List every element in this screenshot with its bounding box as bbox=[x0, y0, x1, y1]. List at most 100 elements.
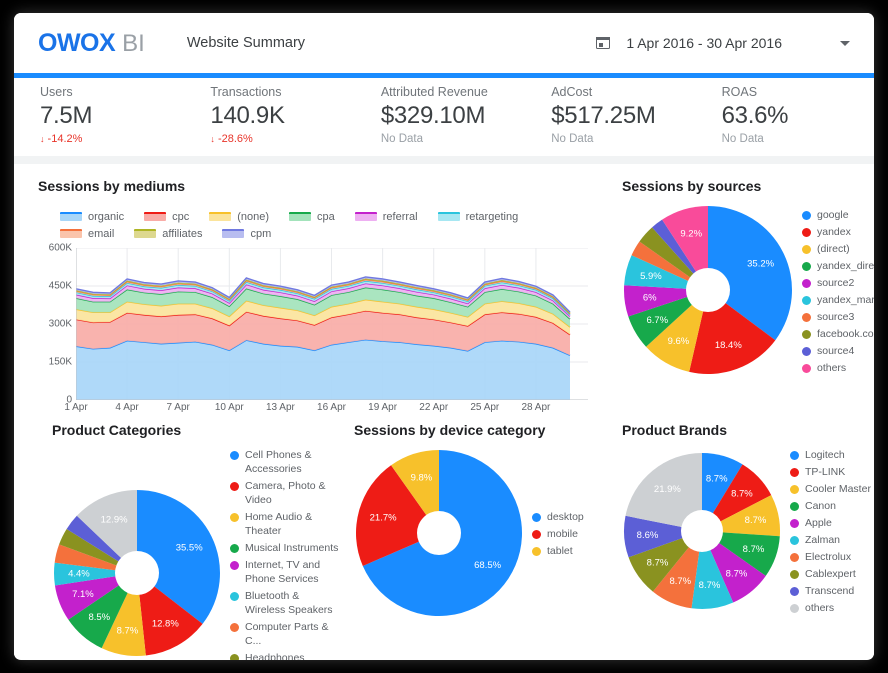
pie-slice[interactable] bbox=[66, 515, 137, 573]
legend-item[interactable]: retargeting bbox=[437, 208, 518, 225]
pie-slice[interactable] bbox=[639, 227, 708, 290]
legend-item[interactable]: source3 bbox=[802, 310, 874, 324]
pie-slice[interactable] bbox=[54, 572, 137, 620]
legend-item[interactable]: google bbox=[802, 208, 874, 222]
legend-item[interactable]: Zalman bbox=[790, 533, 871, 547]
legend-item[interactable]: tablet bbox=[532, 544, 584, 558]
pie-slice[interactable] bbox=[652, 219, 708, 290]
legend-item[interactable]: Cell Phones & Accessories bbox=[230, 448, 342, 476]
legend-item[interactable]: Bluetooth & Wireless Speakers bbox=[230, 589, 342, 617]
pie-slice[interactable] bbox=[702, 530, 780, 576]
legend-sessions-by-sources[interactable]: google yandex (direct) yandex_direct source2… bbox=[802, 208, 874, 378]
legend-item[interactable]: Electrolux bbox=[790, 550, 871, 564]
pie-chart-product-categories[interactable]: 35.5% 12.8% 8.7% 8.5% 7.1% 4.4% 12.9% bbox=[52, 488, 222, 661]
pie-slice[interactable] bbox=[391, 450, 439, 533]
legend-color-dot bbox=[790, 536, 799, 545]
area-chart-plot[interactable] bbox=[75, 247, 588, 401]
pie-slice[interactable] bbox=[631, 241, 708, 290]
legend-item[interactable]: Musical Instruments bbox=[230, 541, 342, 555]
legend-item[interactable]: (none) bbox=[209, 208, 269, 225]
legend-item[interactable]: Home Audio & Theater bbox=[230, 510, 342, 538]
legend-item-label: Logitech bbox=[805, 449, 845, 461]
pie-slice[interactable] bbox=[628, 290, 708, 347]
legend-item[interactable]: Internet, TV and Phone Services bbox=[230, 558, 342, 586]
legend-color-dot bbox=[802, 244, 811, 254]
legend-item[interactable]: cpa bbox=[289, 208, 335, 225]
legend-item[interactable]: Cablexpert bbox=[790, 567, 871, 581]
legend-item-label: Cablexpert bbox=[805, 568, 856, 580]
pie-slice[interactable] bbox=[624, 515, 702, 557]
legend-item[interactable]: Transcend bbox=[790, 584, 871, 598]
pie-slice[interactable] bbox=[702, 463, 772, 531]
legend-item[interactable]: yandex bbox=[802, 225, 874, 239]
legend-item[interactable]: cpc bbox=[144, 208, 189, 225]
legend-item[interactable]: affiliates bbox=[134, 225, 202, 242]
legend-item[interactable]: desktop bbox=[532, 510, 584, 524]
pie-slice[interactable] bbox=[662, 206, 708, 290]
legend-item[interactable]: Apple bbox=[790, 516, 871, 530]
kpi-nodata-text: No Data bbox=[380, 133, 423, 145]
legend-sessions-by-device[interactable]: desktop mobile tablet bbox=[532, 510, 584, 561]
pie-slice[interactable] bbox=[356, 465, 439, 566]
legend-item[interactable]: yandex_market bbox=[802, 293, 874, 307]
legend-item[interactable]: cpm bbox=[222, 225, 271, 242]
kpi-value: $517.25M bbox=[551, 102, 656, 129]
chart-legend-mediums[interactable]: organic cpc (none) cpa referral retargeting em… bbox=[60, 208, 560, 242]
pie-chart-product-brands[interactable]: 8.7% 8.7% 8.7% 8.7% 8.7% 8.7% 8.7% 8.7% 8.6% 21.9… bbox=[622, 451, 782, 616]
legend-item-label: facebook.com bbox=[817, 327, 874, 340]
pie-slice[interactable] bbox=[628, 530, 702, 592]
legend-item[interactable]: Headphones bbox=[230, 651, 342, 660]
pie-slice[interactable] bbox=[625, 452, 703, 531]
kpi-delta: ↓ -14.2% bbox=[40, 133, 83, 145]
legend-item[interactable]: TP-LINK bbox=[790, 465, 871, 479]
legend-item[interactable]: others bbox=[802, 361, 874, 375]
legend-item[interactable]: facebook.com bbox=[802, 327, 874, 341]
pie-slice[interactable] bbox=[76, 489, 137, 573]
pie-slice-label: 8.7% bbox=[743, 544, 765, 555]
pie-slice[interactable] bbox=[624, 255, 708, 290]
legend-item[interactable]: Camera, Photo & Video bbox=[230, 479, 342, 507]
pie-chart-sessions-by-device[interactable]: 68.5% 21.7% 9.8% bbox=[354, 448, 524, 623]
legend-item[interactable]: referral bbox=[354, 208, 418, 225]
kpi-nodata-text: No Data bbox=[721, 133, 764, 145]
legend-item[interactable]: (direct) bbox=[802, 242, 874, 256]
date-range-picker[interactable]: 1 Apr 2016 - 30 Apr 2016 bbox=[596, 13, 860, 73]
legend-color-swatch bbox=[437, 212, 460, 221]
legend-item[interactable]: Cooler Master bbox=[790, 482, 871, 496]
pie-chart-sessions-by-sources[interactable]: 35.2% 18.4% 9.6% 6.7% 6% 5.9% 9.2% bbox=[622, 204, 794, 381]
legend-item[interactable]: Computer Parts & C... bbox=[230, 620, 342, 648]
legend-item[interactable]: Canon bbox=[790, 499, 871, 513]
legend-item[interactable]: yandex_direct bbox=[802, 259, 874, 273]
pie-slice[interactable] bbox=[702, 452, 743, 531]
legend-item[interactable]: mobile bbox=[532, 527, 584, 541]
pie-slice[interactable] bbox=[53, 562, 138, 585]
legend-item[interactable]: email bbox=[60, 225, 114, 242]
legend-product-categories[interactable]: Cell Phones & Accessories Camera, Photo &… bbox=[230, 448, 342, 660]
legend-item-label: tablet bbox=[547, 545, 573, 557]
pie-slice[interactable] bbox=[708, 206, 792, 341]
pie-slice[interactable] bbox=[137, 489, 220, 624]
kpi-label: ROAS bbox=[721, 85, 758, 99]
pie-slice[interactable] bbox=[702, 530, 766, 603]
kpi-card: AdCost $517.25M No Data bbox=[533, 84, 703, 156]
legend-item[interactable]: source2 bbox=[802, 276, 874, 290]
panel-sessions-by-device: Sessions by device category 68.5% 21.7% 9.… bbox=[354, 422, 624, 623]
pie-slice[interactable] bbox=[652, 530, 702, 608]
chevron-down-icon[interactable] bbox=[840, 40, 850, 46]
kpi-value: 140.9K bbox=[210, 102, 285, 129]
legend-item-label: organic bbox=[88, 210, 125, 223]
pie-slice[interactable] bbox=[59, 528, 138, 573]
pie-slice[interactable] bbox=[646, 290, 708, 372]
legend-product-brands[interactable]: Logitech TP-LINK Cooler Master Canon Apple Za… bbox=[790, 448, 871, 618]
legend-item[interactable]: Logitech bbox=[790, 448, 871, 462]
pie-slice[interactable] bbox=[137, 572, 203, 656]
legend-color-swatch bbox=[222, 229, 245, 238]
pie-slice-label: 8.6% bbox=[637, 530, 659, 541]
legend-item-label: (none) bbox=[237, 210, 269, 223]
pie-slice-label: 35.5% bbox=[176, 542, 203, 553]
legend-item[interactable]: source4 bbox=[802, 344, 874, 358]
legend-item[interactable]: organic bbox=[60, 208, 124, 225]
legend-color-dot bbox=[532, 530, 541, 539]
legend-item[interactable]: others bbox=[790, 601, 871, 615]
pie-slice[interactable] bbox=[68, 572, 137, 648]
